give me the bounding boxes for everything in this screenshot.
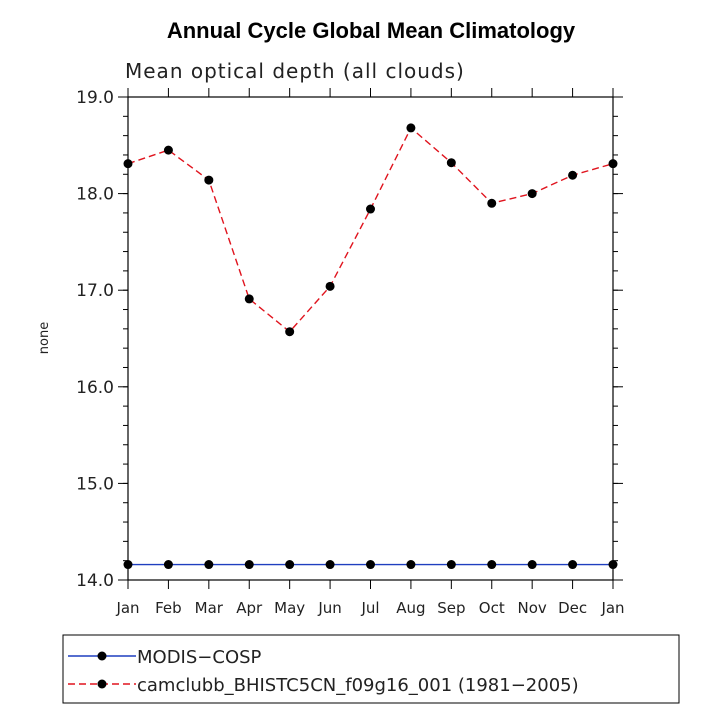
legend-box — [62, 634, 680, 704]
data-point — [568, 560, 578, 570]
data-point — [487, 198, 497, 208]
data-point — [204, 175, 214, 185]
data-point — [487, 560, 497, 570]
x-tick-label: May — [274, 599, 305, 617]
legend-label: MODIS−COSP — [137, 647, 262, 668]
data-point — [244, 294, 254, 304]
data-point — [527, 560, 537, 570]
y-tick-label: 14.0 — [76, 571, 114, 591]
series-layer — [123, 123, 618, 570]
x-tick-label: Sep — [437, 599, 465, 617]
legend-swatch-marker — [97, 679, 107, 689]
data-point — [527, 189, 537, 199]
data-point — [446, 158, 456, 168]
data-point — [163, 560, 173, 570]
data-point — [204, 560, 214, 570]
data-point — [366, 204, 375, 214]
data-point — [446, 560, 456, 570]
legend-label: camclubb_BHISTC5CN_f09g16_001 (1981−2005… — [137, 675, 579, 696]
data-point — [366, 560, 375, 570]
x-tick-label: Aug — [396, 599, 425, 617]
data-point — [406, 560, 416, 570]
x-tick-label: Jan — [600, 599, 624, 617]
data-point — [285, 327, 295, 337]
data-point — [406, 123, 416, 133]
data-point — [325, 560, 335, 570]
legend-swatch-marker — [97, 651, 107, 661]
data-point — [285, 560, 295, 570]
x-tick-label: Nov — [518, 599, 547, 617]
x-tick-label: Mar — [195, 599, 224, 617]
axes-layer: 14.0 15.0 16.0 17.0 18.0 19.0 Jan Feb Mar Apr May J… — [76, 88, 625, 617]
data-point — [325, 281, 335, 291]
y-tick-label: 15.0 — [76, 474, 114, 494]
series-line-1 — [127, 126, 614, 333]
data-point — [608, 159, 618, 169]
x-tick-label: Oct — [479, 599, 505, 617]
x-tick-label: Dec — [558, 599, 587, 617]
data-point — [244, 560, 254, 570]
chart-subtitle: Mean optical depth (all clouds) — [125, 59, 465, 83]
x-tick-label: Apr — [236, 599, 263, 617]
data-point — [608, 560, 618, 570]
data-point — [123, 560, 133, 570]
data-point — [123, 159, 133, 169]
x-tick-label: Feb — [155, 599, 182, 617]
data-point — [163, 145, 173, 155]
data-point — [568, 170, 578, 180]
y-tick-label: 19.0 — [76, 88, 114, 108]
x-tick-label: Jan — [115, 599, 139, 617]
plot-frame — [127, 96, 614, 581]
y-tick-label: 18.0 — [76, 185, 114, 205]
y-axis-label: none — [37, 322, 52, 354]
y-tick-label: 17.0 — [76, 281, 114, 301]
x-tick-label: Jun — [317, 599, 341, 617]
legend: MODIS−COSP camclubb_BHISTC5CN_f09g16_001 … — [62, 634, 680, 704]
y-tick-label: 16.0 — [76, 378, 114, 398]
chart-title: Annual Cycle Global Mean Climatology — [167, 18, 576, 43]
x-tick-label: Jul — [360, 599, 379, 617]
